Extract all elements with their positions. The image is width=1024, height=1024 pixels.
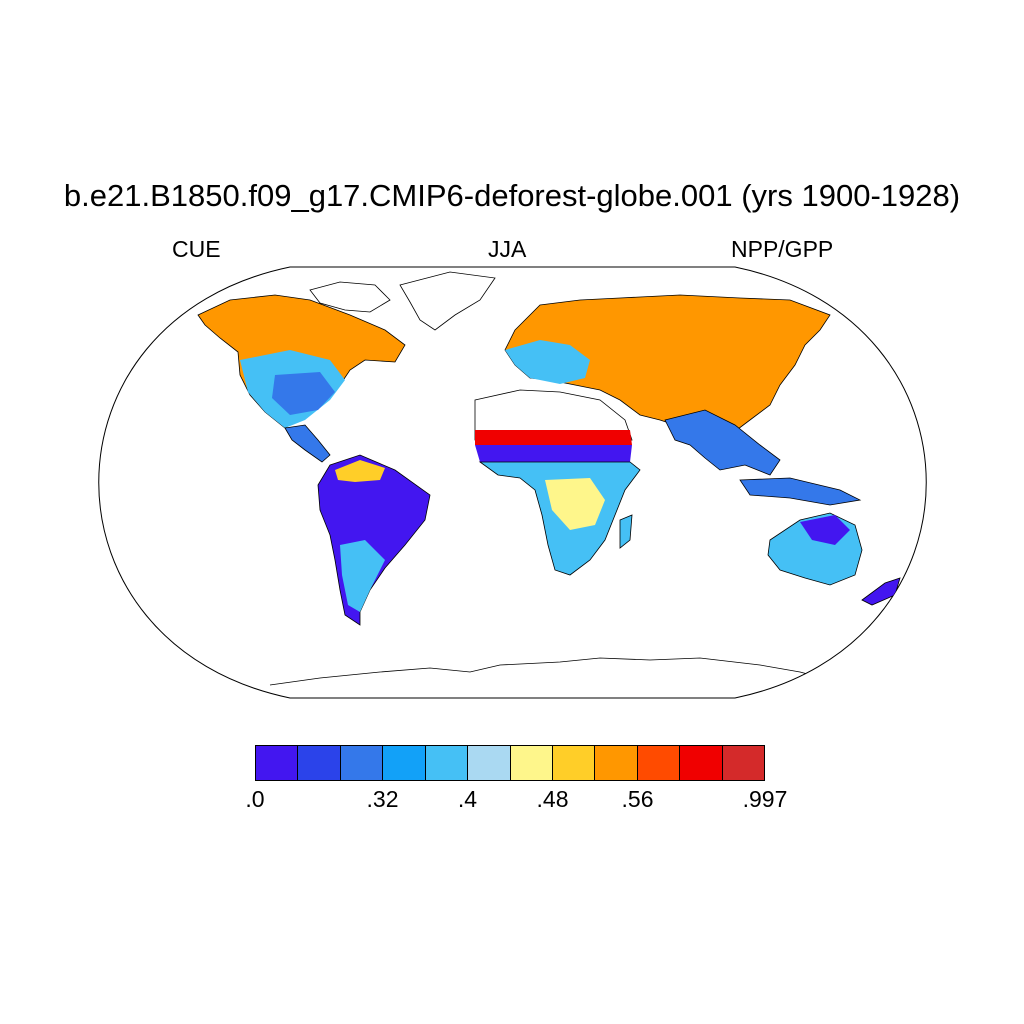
colorbar-box [510, 746, 553, 780]
left-subtitle: CUE [172, 236, 221, 262]
colorbar-box [425, 746, 469, 780]
arctic-islands [309, 281, 391, 313]
colorbar-label: .4 [457, 786, 478, 812]
colorbar-label: .997 [742, 786, 788, 812]
colorbar-box [637, 746, 681, 780]
sahel-blue-band [475, 445, 632, 462]
europe-blue-region [505, 340, 590, 384]
colorbar-box [298, 746, 341, 780]
madagascar [619, 514, 633, 549]
sahel-red-band [475, 430, 632, 445]
new-zealand [861, 577, 901, 606]
central-america-region [284, 424, 331, 463]
south-asia-region [664, 409, 781, 476]
greenland [399, 271, 496, 331]
colorbar [255, 745, 765, 781]
south-america-edge [340, 540, 385, 612]
colorbar-label: .0 [245, 786, 265, 812]
southeast-asia-islands [739, 477, 862, 506]
south-america-north [335, 460, 385, 482]
colorbar-label: .32 [366, 786, 399, 812]
africa-central-core [545, 478, 605, 530]
colorbar-box [340, 746, 384, 780]
center-subtitle: JJA [488, 236, 527, 262]
colorbar-box [595, 746, 638, 780]
colorbar-label: .56 [621, 786, 654, 812]
colorbar-box [468, 746, 511, 780]
right-subtitle: NPP/GPP [731, 236, 834, 262]
colorbar-label: .48 [536, 786, 569, 812]
australia-north-core [800, 515, 850, 545]
colorbar-box [383, 746, 426, 780]
colorbar-box [680, 746, 723, 780]
antarctica-coastline [269, 657, 831, 686]
colorbar-box [256, 746, 299, 780]
north-america-blue-core [272, 372, 335, 415]
map-title: b.e21.B1850.f09_g17.CMIP6-deforest-globe… [63, 178, 961, 213]
colorbar-box [722, 746, 765, 780]
colorbar-box [552, 746, 596, 780]
